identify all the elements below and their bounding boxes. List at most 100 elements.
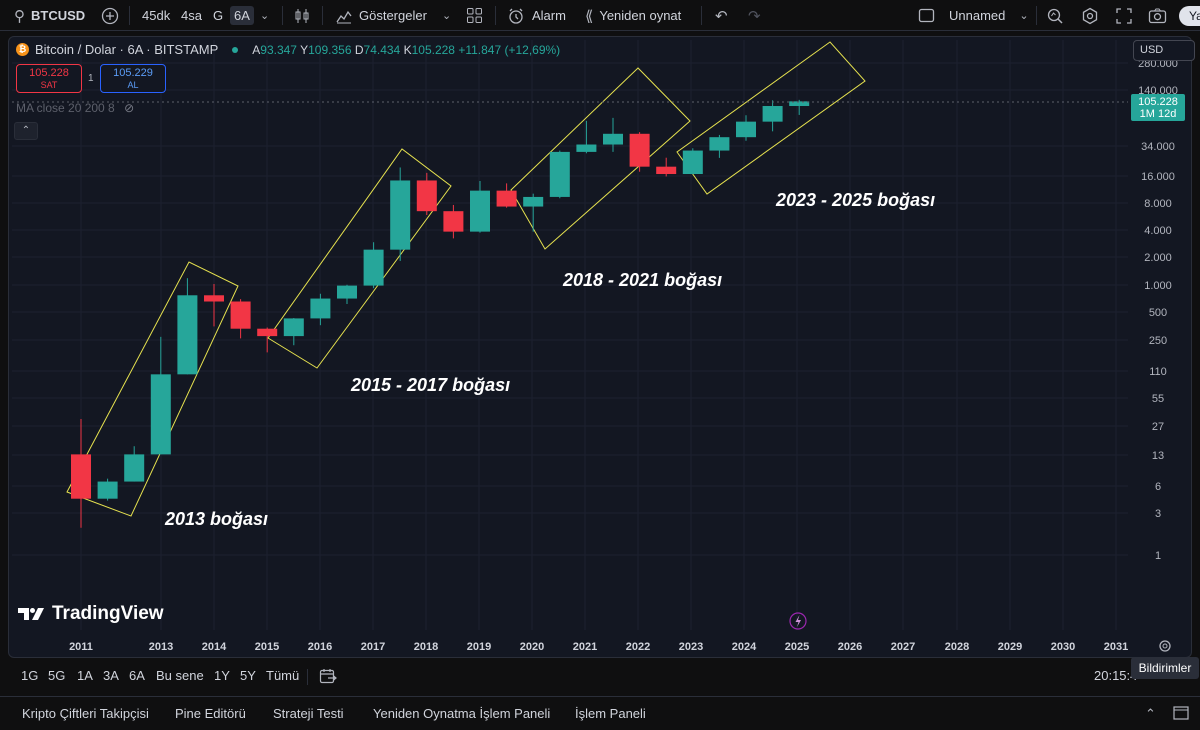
symbol-search[interactable]: ⚲ BTCUSD (14, 0, 85, 31)
time-tick-label: 2015 (255, 641, 279, 653)
candle-body (230, 301, 251, 329)
price-tick-label: 34.000 (1141, 141, 1175, 153)
layouts-button[interactable] (466, 0, 483, 31)
time-tick-label: 2020 (520, 641, 544, 653)
close-value: 105.228 (411, 42, 455, 57)
candle-body (443, 211, 464, 232)
candle-body (337, 285, 357, 299)
expand-panel-chevron-up-icon[interactable]: ⌃ (1145, 706, 1156, 721)
axis-settings-gear-icon[interactable] (1159, 640, 1171, 652)
candle-body (496, 190, 517, 207)
replay-button[interactable]: ⟪ Yeniden oynat (585, 0, 681, 31)
time-tick-label: 2025 (785, 641, 809, 653)
candle-body (310, 298, 331, 319)
range-all[interactable]: Tümü (266, 668, 300, 683)
candle (124, 446, 145, 482)
open-label: A (252, 42, 261, 57)
price-tick-label: 1 (1155, 550, 1161, 562)
alarm-button[interactable]: Alarm (507, 0, 566, 31)
bull-2023-box (676, 41, 866, 195)
quick-search-button[interactable] (1046, 0, 1064, 31)
candle-body (470, 190, 490, 232)
close-label: K (403, 42, 412, 57)
candle-body (283, 318, 304, 337)
tab-pine-editor[interactable]: Pine Editörü (175, 706, 246, 721)
goto-date-button[interactable] (319, 668, 337, 688)
fullscreen-button[interactable] (1115, 0, 1133, 31)
undo-button[interactable]: ↶ (715, 0, 728, 31)
range-1a[interactable]: 1A (77, 668, 93, 683)
publish-button[interactable]: Ya (1179, 0, 1200, 31)
ma-indicator-legend[interactable]: MA close 20 200 8 ⊘ (16, 101, 134, 115)
replay-bolt-icon[interactable] (789, 612, 807, 630)
candle (97, 478, 118, 501)
range-6a[interactable]: 6A (129, 668, 145, 683)
bull-2018-box (510, 67, 691, 250)
symbol-legend: ₿ Bitcoin / Dolar · 6A · BITSTAMP A93.34… (16, 42, 560, 57)
tab-crypto-pairs-screener[interactable]: Kripto Çiftleri Takipçisi (22, 706, 149, 721)
range-bu-sene[interactable]: Bu sene (156, 668, 204, 683)
interval-4sa[interactable]: 4sa (181, 8, 202, 23)
price-tick-label: 250 (1149, 335, 1167, 347)
tradingview-logo[interactable]: TradingView (18, 603, 164, 625)
interval-g[interactable]: G (213, 8, 224, 23)
indicators-chevron-icon[interactable]: ⌄ (442, 10, 452, 22)
range-1y[interactable]: 1Y (214, 668, 230, 683)
price-tick-label: 27 (1152, 421, 1164, 433)
range-1g[interactable]: 1G (21, 668, 39, 683)
interval-dropdown-chevron-icon[interactable]: ⌄ (260, 10, 270, 22)
candle-body (257, 328, 278, 337)
indicators-button[interactable]: Göstergeler (335, 0, 427, 31)
chart-type-button[interactable] (293, 0, 311, 31)
currency-selector[interactable]: USD (1133, 40, 1195, 61)
range-5g[interactable]: 5G (48, 668, 66, 683)
interval-45dk[interactable]: 45dk (142, 8, 171, 23)
candle-body (709, 137, 730, 151)
annotation-2015-2017-bull: 2015 - 2017 boğası (351, 375, 511, 395)
maximize-icon (1173, 706, 1189, 720)
price-chart[interactable]: 280.000140.00034.00016.0008.0004.0002.00… (0, 0, 1200, 660)
redo-button[interactable]: ↷ (748, 0, 761, 31)
candle (337, 284, 357, 305)
candle-body (390, 180, 411, 250)
layout-name: Unnamed (949, 8, 1006, 23)
price-tick-label: 8.000 (1144, 198, 1172, 210)
tab-trading-panel[interactable]: İşlem Paneli (575, 706, 646, 721)
compare-button[interactable] (101, 0, 119, 31)
last-price-label: 105.228 1M 12d (1131, 94, 1185, 121)
publish-label: Ya (1179, 5, 1200, 26)
candle-body (603, 133, 623, 145)
candle-body (150, 374, 171, 455)
collapse-legend-chevron-up-icon[interactable]: ⌃ (14, 122, 38, 140)
chart-pane[interactable] (8, 36, 1192, 658)
settings-button[interactable] (1081, 0, 1099, 31)
clock[interactable]: 20:15:4 (1094, 668, 1138, 683)
fullscreen-icon (1116, 7, 1132, 24)
high-label: Y (300, 42, 309, 57)
maximize-panel-button[interactable] (1173, 706, 1189, 723)
tab-replay-trading-panel[interactable]: Yeniden Oynatma İşlem Paneli (373, 706, 551, 721)
symbol-label: BTCUSD (31, 8, 86, 23)
tab-strategy-tester[interactable]: Strateji Testi (273, 706, 344, 721)
buy-button[interactable]: 105.229 AL (100, 64, 166, 93)
price-tick-label: 280.000 (1138, 58, 1178, 70)
price-tick-label: 16.000 (1141, 171, 1175, 183)
candle (656, 157, 677, 177)
open-value: 93.347 (260, 42, 297, 57)
price-tick-label: 4.000 (1144, 225, 1172, 237)
alarm-clock-icon (509, 8, 523, 24)
range-3a[interactable]: 3A (103, 668, 119, 683)
layout-chevron-icon: ⌄ (1019, 10, 1029, 22)
indicators-icon (336, 10, 352, 23)
interval-6a[interactable]: 6A (230, 6, 254, 25)
hidden-eye-icon[interactable]: ⊘ (124, 101, 135, 115)
bull-2013-box (66, 261, 239, 517)
candle-body (71, 454, 91, 499)
candle-body (762, 106, 783, 122)
range-5y[interactable]: 5Y (240, 668, 256, 683)
layout-menu-button[interactable]: Unnamed ⌄ (918, 0, 1029, 31)
snapshot-button[interactable] (1148, 0, 1167, 31)
divider (129, 6, 130, 25)
symbol-title[interactable]: Bitcoin / Dolar · 6A · BITSTAMP (35, 42, 219, 57)
sell-button[interactable]: 105.228 SAT (16, 64, 82, 93)
